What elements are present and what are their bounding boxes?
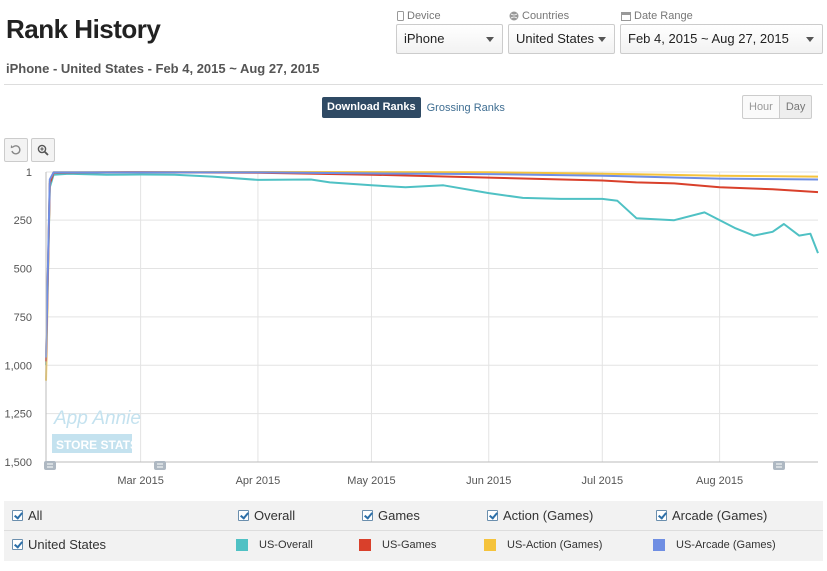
checkbox-arcade-games-label: Arcade (Games) (672, 508, 768, 523)
y-tick-label: 750 (14, 312, 32, 324)
legend-label: US-Arcade (Games) (676, 539, 776, 551)
legend-item-us-action-games[interactable]: US-Action (Games) (484, 539, 602, 551)
countries-filter: Countries United States (508, 9, 615, 54)
date-range-label: Date Range (634, 10, 693, 22)
legend-swatch (484, 539, 496, 551)
chart-annotation-flags (44, 461, 785, 470)
page-title: Rank History (6, 14, 161, 44)
reset-icon (10, 145, 21, 155)
chevron-down-icon (806, 37, 814, 42)
header-divider (4, 84, 823, 85)
page-subtitle: iPhone - United States - Feb 4, 2015 ~ A… (6, 61, 320, 76)
checkbox-overall-label: Overall (254, 508, 296, 523)
watermark-line1: App Annie (53, 408, 141, 429)
annotation-flag-icon[interactable] (154, 461, 166, 470)
chevron-down-icon (598, 37, 606, 42)
legend-checkbox-row (4, 501, 823, 530)
watermark-line2: STORE STATS (56, 438, 138, 452)
checkbox-united-states-label: United States (28, 537, 107, 552)
grossing-ranks-link[interactable]: Grossing Ranks (426, 101, 505, 114)
checkbox-all-label: All (28, 508, 43, 523)
legend-label: US-Games (382, 539, 437, 551)
device-label: Device (407, 10, 441, 22)
legend-item-us-games[interactable]: US-Games (359, 539, 436, 551)
chart-series (45, 171, 819, 381)
zoom-button[interactable] (31, 138, 55, 162)
y-tick-label: 1,250 (4, 409, 32, 421)
checkbox-icon (487, 510, 498, 521)
app-annie-watermark: App Annie STORE STATS (52, 408, 141, 453)
legend-swatch (653, 539, 665, 551)
checkbox-icon (238, 510, 249, 521)
rank-history-chart: App Annie STORE STATS 1 250 500 750 1,000 1,2… (4, 167, 819, 487)
legend-swatch (359, 539, 371, 551)
annotation-flag-icon[interactable] (44, 461, 56, 470)
legend-swatch (236, 539, 248, 551)
series-line-us-overall[interactable] (45, 172, 819, 366)
checkbox-icon (12, 539, 23, 550)
checkbox-overall[interactable]: Overall (238, 508, 295, 523)
y-tick-label: 500 (14, 264, 32, 276)
checkbox-action-games-label: Action (Games) (503, 508, 594, 523)
x-tick-label: Aug 2015 (696, 475, 743, 487)
series-line-us-games[interactable] (45, 171, 819, 362)
series-line-us-action-games[interactable] (45, 171, 819, 381)
legend-item-us-overall[interactable]: US-Overall (236, 539, 313, 551)
y-tick-label: 250 (14, 215, 32, 227)
checkbox-all[interactable]: All (12, 508, 42, 523)
legend-item-us-arcade-games[interactable]: US-Arcade (Games) (653, 539, 776, 551)
date-range-filter: Date Range Feb 4, 2015 ~ Aug 27, 2015 (620, 9, 823, 54)
chart-grid (46, 171, 818, 463)
device-select[interactable]: iPhone (396, 24, 503, 54)
reset-zoom-button[interactable] (4, 138, 28, 162)
checkbox-games[interactable]: Games (362, 508, 420, 523)
watermark-band (52, 434, 132, 453)
series-line-us-arcade-games[interactable] (45, 171, 819, 358)
countries-label: Countries (522, 10, 570, 22)
calendar-icon (621, 12, 631, 21)
checkbox-games-label: Games (378, 508, 420, 523)
x-tick-label: Jul 2015 (581, 475, 623, 487)
granularity-toggle: Hour Day (742, 95, 813, 119)
date-range-select[interactable]: Feb 4, 2015 ~ Aug 27, 2015 (620, 24, 823, 54)
x-tick-label: Jun 2015 (466, 475, 511, 487)
y-tick-label: 1 (26, 167, 32, 179)
x-tick-label: Mar 2015 (117, 475, 163, 487)
download-ranks-button[interactable]: Download Ranks (322, 97, 421, 118)
legend-label: US-Action (Games) (507, 539, 603, 551)
legend-label: US-Overall (259, 539, 313, 551)
checkbox-arcade-games[interactable]: Arcade (Games) (656, 508, 767, 523)
checkbox-icon (362, 510, 373, 521)
y-tick-label: 1,500 (4, 457, 32, 469)
checkbox-icon (656, 510, 667, 521)
checkbox-icon (12, 510, 23, 521)
legend-series-row (4, 531, 823, 561)
device-filter: Device iPhone (396, 9, 503, 54)
phone-icon (397, 11, 404, 21)
x-tick-label: Apr 2015 (236, 475, 281, 487)
annotation-flag-icon[interactable] (773, 461, 785, 470)
checkbox-united-states[interactable]: United States (12, 537, 106, 552)
device-value: iPhone (404, 31, 445, 46)
checkbox-action-games[interactable]: Action (Games) (487, 508, 593, 523)
chevron-down-icon (486, 37, 494, 42)
globe-icon (509, 11, 519, 21)
zoom-in-icon (37, 144, 49, 156)
hour-button[interactable]: Hour (742, 95, 780, 119)
countries-select[interactable]: United States (508, 24, 615, 54)
date-range-value: Feb 4, 2015 ~ Aug 27, 2015 (628, 31, 789, 46)
x-tick-label: May 2015 (347, 475, 395, 487)
legend-divider (4, 530, 823, 531)
countries-value: United States (516, 31, 595, 46)
chart-axes: 1 250 500 750 1,000 1,250 1,500 Mar 2015 Apr 201… (4, 167, 818, 487)
day-button[interactable]: Day (779, 95, 813, 119)
y-tick-label: 1,000 (4, 360, 32, 372)
rank-type-toggle: Download Ranks Grossing Ranks (322, 97, 505, 118)
